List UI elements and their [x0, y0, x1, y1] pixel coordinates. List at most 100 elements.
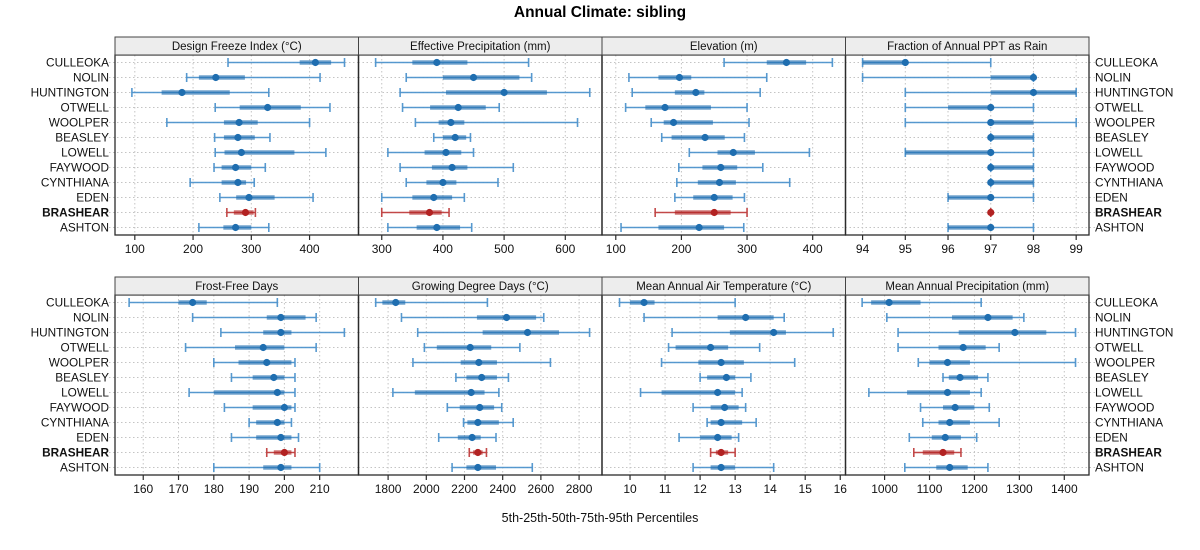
- median-dot: [189, 298, 197, 307]
- series-beasley: [987, 133, 1035, 142]
- panel-border: [601, 54, 847, 236]
- median-dot: [770, 328, 778, 337]
- series-faywood: [213, 163, 267, 172]
- panel-mean-annual-precipitation-mm: 1000 1100 1200 1300 1400 Mean Annual Precipit…: [844, 276, 1173, 496]
- panel-elevation-m: 100 200 300 400 Elevation (m): [601, 36, 847, 256]
- axis-tick-label: 210: [310, 482, 330, 496]
- series-culleoka: [227, 58, 346, 67]
- series-ashton: [692, 463, 775, 472]
- median-dot: [951, 403, 959, 412]
- median-dot: [782, 58, 791, 67]
- median-dot: [714, 388, 722, 397]
- row-label-right: CULLEOKA: [1095, 296, 1158, 310]
- series-ashton: [387, 223, 473, 232]
- axis-tick-label: 99: [1070, 242, 1084, 256]
- axis-tick-label: 200: [671, 242, 691, 256]
- row-label-right: NOLIN: [1095, 311, 1131, 325]
- series-cynthiana: [462, 418, 514, 427]
- series-eden: [219, 193, 314, 202]
- strip-title: Elevation (m): [690, 41, 758, 53]
- median-dot: [430, 193, 438, 202]
- series-nolin: [628, 73, 768, 82]
- row-label-left: LOWELL: [61, 386, 109, 400]
- series-cynthiana: [987, 178, 1035, 187]
- series-lowell: [387, 148, 475, 157]
- median-dot: [468, 433, 476, 442]
- median-dot: [717, 418, 725, 427]
- median-dot: [476, 403, 484, 412]
- median-dot: [231, 223, 240, 232]
- series-woolper: [917, 358, 1077, 367]
- axis-tick-label: 1000: [871, 482, 898, 496]
- series-culleoka: [618, 298, 736, 307]
- panel-fraction-of-annual-ppt-as-rain: 94 95 96 97 98 99 Fraction of Annual PPT as Ra…: [844, 36, 1173, 256]
- series-woolper: [414, 118, 579, 127]
- row-label-left: HUNTINGTON: [31, 326, 109, 340]
- median-dot: [454, 103, 462, 112]
- series-huntington: [416, 328, 591, 337]
- median-dot: [714, 433, 722, 442]
- median-dot: [742, 313, 750, 322]
- series-lowell: [214, 148, 327, 157]
- median-dot: [987, 163, 995, 172]
- axis-tick-label: 11: [659, 482, 672, 496]
- row-label-right: EDEN: [1095, 431, 1128, 445]
- strip-title: Design Freeze Index (°C): [172, 41, 302, 53]
- series-brashear: [226, 208, 257, 217]
- median-dot: [270, 373, 278, 382]
- axis-tick-label: 400: [300, 242, 320, 256]
- axis-tick-label: 2000: [413, 482, 440, 496]
- axis-tick-label: 2400: [489, 482, 516, 496]
- median-dot: [234, 133, 242, 142]
- axis-tick-label: 190: [239, 482, 259, 496]
- series-faywood: [919, 403, 991, 412]
- median-dot: [987, 118, 995, 127]
- median-dot: [234, 178, 242, 187]
- series-culleoka: [128, 298, 279, 307]
- panel-border: [844, 54, 1090, 236]
- axis-tick-label: 170: [169, 482, 189, 496]
- row-label-left: HUNTINGTON: [31, 86, 109, 100]
- series-cynthiana: [405, 178, 499, 187]
- median-dot: [987, 223, 995, 232]
- row-label-left: NOLIN: [73, 71, 109, 85]
- series-beasley: [942, 373, 989, 382]
- median-dot: [280, 448, 288, 457]
- row-label-right: HUNTINGTON: [1095, 86, 1173, 100]
- median-dot: [692, 88, 700, 97]
- row-label-left: OTWELL: [60, 341, 109, 355]
- row-label-left: EDEN: [76, 431, 109, 445]
- panel-frost-free-days: 160 170 180 190 200 210 Frost-Free Days CULLEOK…: [31, 276, 360, 496]
- series-lowell: [904, 148, 1035, 157]
- series-huntington: [220, 328, 346, 337]
- median-dot: [425, 208, 434, 217]
- row-label-right: CULLEOKA: [1095, 56, 1158, 70]
- row-label-right: FAYWOOD: [1095, 161, 1154, 175]
- axis-tick-label: 12: [693, 482, 707, 496]
- median-dot: [392, 298, 400, 307]
- median-dot: [722, 373, 730, 382]
- axis-tick-label: 1200: [961, 482, 988, 496]
- strip-title: Effective Precipitation (mm): [410, 41, 551, 53]
- median-dot: [885, 298, 893, 307]
- row-label-right: BRASHEAR: [1095, 206, 1162, 220]
- median-dot: [277, 328, 285, 337]
- series-beasley: [455, 373, 510, 382]
- series-cynthiana: [676, 178, 791, 187]
- row-label-right: CYNTHIANA: [1095, 416, 1163, 430]
- panel-effective-precipitation-mm: 300 400 500 600 Effective Precipitation (mm): [357, 36, 603, 256]
- median-dot: [1029, 88, 1038, 97]
- series-culleoka: [723, 58, 834, 67]
- row-label-right: BRASHEAR: [1095, 446, 1162, 460]
- median-dot: [469, 73, 478, 82]
- series-lowell: [392, 388, 500, 397]
- median-dot: [941, 433, 949, 442]
- series-brashear: [654, 208, 748, 217]
- median-dot: [707, 343, 715, 352]
- median-dot: [987, 148, 995, 157]
- series-huntington: [631, 88, 761, 97]
- row-label-left: WOOLPER: [49, 356, 109, 370]
- series-lowell: [639, 388, 743, 397]
- median-dot: [474, 463, 482, 472]
- median-dot: [956, 373, 964, 382]
